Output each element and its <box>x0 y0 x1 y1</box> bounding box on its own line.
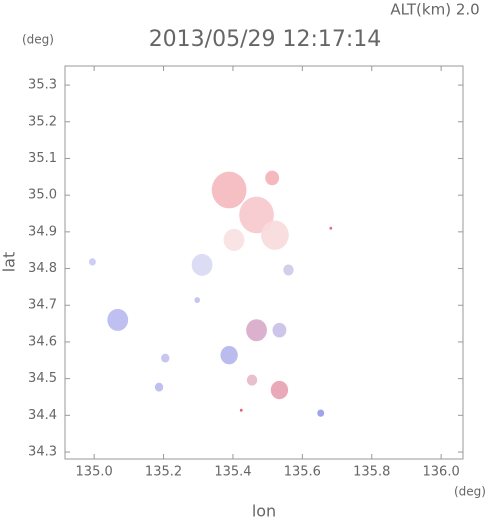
echo-region <box>191 253 213 276</box>
x-tick-label: 135.2 <box>145 465 182 480</box>
echo-region <box>265 170 280 186</box>
y-tick-label: 35.1 <box>28 151 57 166</box>
y-tick-label: 34.3 <box>28 445 57 460</box>
echo-region <box>329 226 333 230</box>
echo-region <box>220 345 238 365</box>
echo-region <box>317 409 325 417</box>
echo-region <box>261 220 289 250</box>
echo-region <box>194 297 200 304</box>
echo-region <box>246 374 258 386</box>
x-unit: (deg) <box>454 485 486 499</box>
y-tick-label: 34.9 <box>28 224 57 239</box>
echo-region <box>272 322 287 338</box>
echo-region <box>246 319 267 342</box>
y-tick-label: 35.0 <box>28 188 57 203</box>
y-tick-label: 35.3 <box>28 78 57 93</box>
y-axis-label: lat <box>0 252 19 273</box>
y-tick-label: 35.2 <box>28 114 57 129</box>
x-axis-label: lon <box>252 502 276 521</box>
plot-frame <box>64 65 464 460</box>
x-tick-label: 135.0 <box>76 465 113 480</box>
x-tick-label: 136.0 <box>423 465 460 480</box>
echo-region <box>239 196 274 234</box>
echo-region <box>161 353 170 363</box>
echo-region <box>88 258 96 266</box>
y-tick-label: 34.7 <box>28 298 57 313</box>
echo-region <box>211 171 247 209</box>
x-tick-label: 135.8 <box>353 465 390 480</box>
chart-title: 2013/05/29 12:17:14 <box>149 27 382 52</box>
y-tick-label: 34.5 <box>28 371 57 386</box>
echo-region <box>223 228 245 251</box>
x-tick-label: 135.4 <box>214 465 251 480</box>
echo-region <box>107 308 129 331</box>
x-tick-label: 135.6 <box>284 465 321 480</box>
y-tick-label: 34.6 <box>28 334 57 349</box>
y-unit: (deg) <box>22 33 54 47</box>
plot-area <box>88 170 333 417</box>
y-tick-label: 34.8 <box>28 261 57 276</box>
y-tick-label: 34.4 <box>28 408 57 423</box>
echo-region <box>270 380 289 400</box>
chart-subtitle: ALT(km) 2.0 <box>390 1 479 19</box>
echo-region <box>154 382 164 392</box>
echo-region <box>283 264 294 276</box>
echo-region <box>239 408 243 412</box>
